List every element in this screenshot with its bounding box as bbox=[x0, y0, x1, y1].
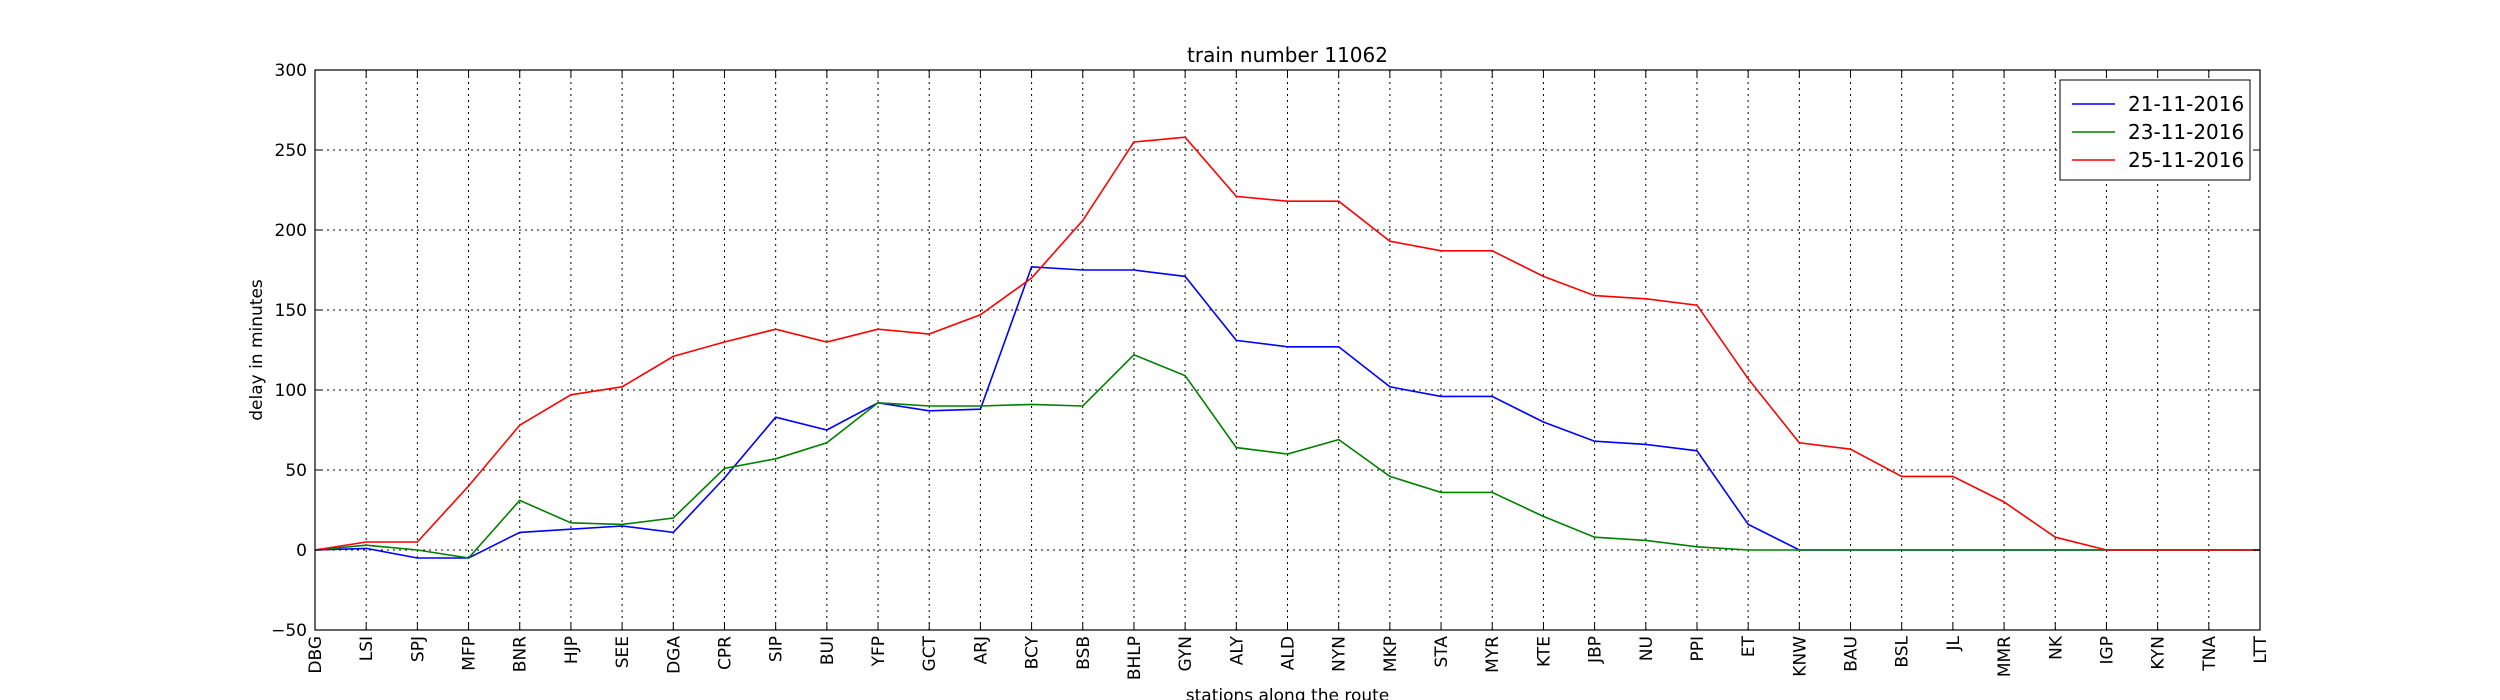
series-lines bbox=[314, 136, 2260, 559]
x-tick-label: SIP bbox=[767, 636, 787, 662]
x-axis-ticks: DBG LSI SPJ MFP BNR HJP SEE DGA CPR SIP BUI YFP GCT A… bbox=[306, 70, 2271, 680]
x-tick-label: LSI bbox=[357, 636, 377, 661]
x-tick-label: KNW bbox=[1790, 636, 1810, 677]
x-tick-label: KYN bbox=[2149, 636, 2169, 670]
x-tick-label: PPI bbox=[1688, 636, 1708, 662]
x-tick-label: CPR bbox=[715, 636, 735, 670]
x-tick-label: LTT bbox=[2251, 635, 2271, 663]
x-tick-label: GYN bbox=[1176, 636, 1196, 671]
legend-label: 25-11-2016 bbox=[2128, 148, 2244, 172]
x-tick-label: ALY bbox=[1227, 635, 1247, 665]
x-tick-label: NK bbox=[2046, 635, 2066, 660]
legend-label: 23-11-2016 bbox=[2128, 120, 2244, 144]
y-tick-label: −50 bbox=[271, 621, 307, 641]
x-tick-label: BSB bbox=[1074, 636, 1094, 670]
y-tick-label: 300 bbox=[275, 61, 307, 81]
legend: 21-11-2016 23-11-2016 25-11-2016 bbox=[2059, 79, 2251, 181]
series-line bbox=[314, 136, 2260, 551]
x-tick-label: SPJ bbox=[408, 636, 428, 662]
x-tick-label: JBP bbox=[1586, 636, 1606, 664]
x-tick-label: GCT bbox=[920, 635, 940, 671]
x-tick-label: HJP bbox=[562, 636, 582, 664]
grid-lines bbox=[315, 70, 2260, 630]
y-tick-label: 200 bbox=[275, 221, 307, 241]
x-tick-label: MKP bbox=[1381, 636, 1401, 672]
x-tick-label: TNA bbox=[2200, 636, 2220, 672]
x-tick-label: ALD bbox=[1279, 636, 1299, 670]
x-tick-label: MYR bbox=[1483, 636, 1503, 673]
x-tick-label: IGP bbox=[2097, 636, 2117, 664]
y-tick-label: 250 bbox=[275, 141, 307, 161]
y-axis-label: delay in minutes bbox=[247, 279, 267, 421]
x-tick-label: YFP bbox=[869, 636, 889, 667]
chart-title: train number 11062 bbox=[1187, 43, 1388, 67]
x-tick-label: BNR bbox=[511, 636, 531, 672]
y-tick-label: 150 bbox=[275, 301, 307, 321]
legend-box bbox=[2059, 79, 2251, 181]
x-tick-label: MMR bbox=[1995, 636, 2015, 677]
x-tick-label: DGA bbox=[664, 636, 684, 674]
x-tick-label: DBG bbox=[306, 636, 326, 674]
x-tick-label: MFP bbox=[460, 636, 480, 671]
x-tick-label: ET bbox=[1739, 635, 1759, 657]
y-axis-ticks: −50 0 50 100 150 200 250 300 bbox=[271, 61, 2260, 641]
x-tick-label: BAU bbox=[1842, 636, 1862, 672]
x-axis-label: stations along the route bbox=[1186, 686, 1390, 700]
x-tick-label: JL bbox=[1944, 635, 1964, 651]
y-tick-label: 100 bbox=[275, 381, 307, 401]
legend-label: 21-11-2016 bbox=[2128, 92, 2244, 116]
y-tick-label: 0 bbox=[296, 541, 307, 561]
x-tick-label: ARJ bbox=[971, 636, 991, 664]
series-line bbox=[314, 353, 2260, 559]
x-tick-label: BHLP bbox=[1125, 636, 1145, 680]
x-tick-label: STA bbox=[1432, 636, 1452, 668]
y-tick-label: 50 bbox=[285, 461, 307, 481]
x-tick-label: KTE bbox=[1534, 636, 1554, 667]
x-tick-label: BSL bbox=[1893, 635, 1913, 667]
x-tick-label: NYN bbox=[1330, 636, 1350, 672]
x-tick-label: SEE bbox=[613, 636, 633, 668]
x-tick-label: NU bbox=[1637, 636, 1657, 661]
x-tick-label: BCY bbox=[1023, 635, 1043, 669]
x-tick-label: BUI bbox=[818, 636, 838, 665]
